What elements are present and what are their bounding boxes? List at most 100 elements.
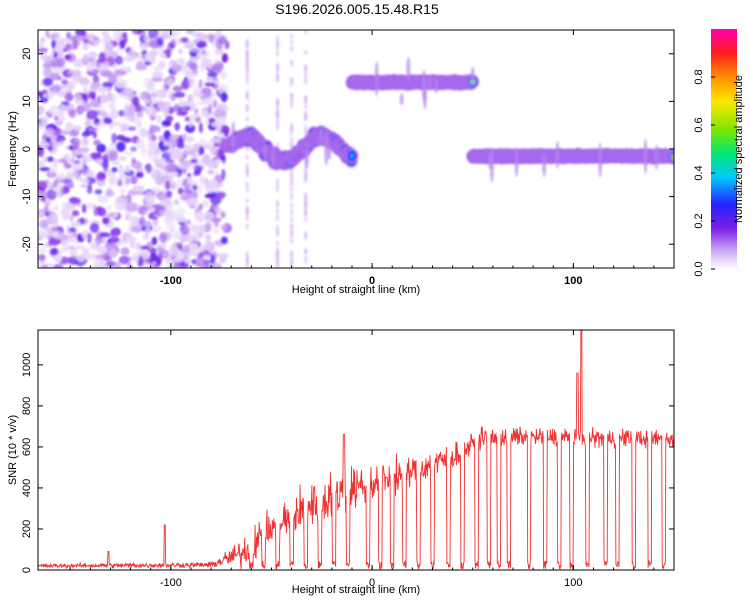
spectrogram-noise-blob bbox=[150, 134, 157, 142]
spectrogram-noise-blob bbox=[151, 187, 160, 193]
spectrogram-noise-blob bbox=[81, 153, 93, 164]
spectrogram-streak bbox=[304, 76, 308, 85]
spectrogram-noise-blob bbox=[135, 171, 144, 178]
spectrogram-noise-blob bbox=[144, 35, 150, 43]
spectrogram-streak bbox=[304, 124, 308, 133]
spectrogram-streak bbox=[304, 50, 308, 56]
spectrogram-noise-blob bbox=[76, 164, 84, 170]
spectrogram-noise-blob bbox=[204, 82, 216, 87]
spectrogram-noise-blob bbox=[217, 83, 229, 94]
spectrogram-smear bbox=[374, 61, 379, 97]
spectrogram-noise-blob bbox=[84, 121, 92, 127]
spectrogram-streak bbox=[245, 56, 249, 62]
spectrogram-noise-blob bbox=[165, 179, 171, 191]
spectrogram-noise-blob bbox=[39, 219, 49, 229]
spectrogram-smear bbox=[319, 127, 324, 147]
spectrogram-noise-blob bbox=[126, 235, 137, 243]
spectrogram-noise-blob bbox=[186, 177, 192, 185]
spectrogram-noise-blob bbox=[193, 234, 200, 245]
spectrogram-streak bbox=[245, 154, 249, 160]
spectrogram-streak bbox=[245, 103, 249, 111]
spectrogram-noise-blob bbox=[42, 263, 48, 268]
spectrogram-noise-blob bbox=[115, 55, 124, 65]
spectrogram-smear bbox=[262, 141, 267, 158]
spectrogram-noise-blob bbox=[81, 203, 87, 214]
spectrogram-noise-blob bbox=[189, 62, 198, 71]
spectrogram-noise-blob bbox=[166, 214, 173, 223]
spectrogram-noise-blob bbox=[74, 149, 79, 156]
spectrogram-noise-blob bbox=[130, 225, 140, 233]
spectrogram-noise-blob bbox=[130, 146, 137, 152]
spectrogram-noise-blob bbox=[192, 91, 205, 99]
spectrogram-noise-blob bbox=[93, 205, 99, 217]
spectrogram-noise-blob bbox=[100, 69, 113, 78]
spectrogram-noise-blob bbox=[40, 50, 47, 61]
spectrogram-streak bbox=[275, 124, 280, 131]
spectrogram-noise-blob bbox=[176, 142, 185, 149]
spectrogram-noise-blob bbox=[125, 211, 131, 218]
spectrogram-noise-blob bbox=[54, 205, 59, 211]
snr-ytick-label: 1000 bbox=[21, 353, 33, 377]
spectrogram-marks bbox=[38, 30, 674, 268]
spectrogram-ytick-label: -20 bbox=[21, 236, 33, 252]
spectrogram-noise-blob bbox=[136, 110, 144, 118]
spectrogram-noise-blob bbox=[198, 246, 204, 253]
spectrogram-noise-blob bbox=[82, 169, 94, 178]
spectrogram-noise-blob bbox=[124, 151, 133, 156]
spectrogram-noise-blob bbox=[157, 37, 164, 46]
spectrogram-streak bbox=[275, 208, 280, 215]
spectrogram-noise-blob bbox=[184, 123, 196, 133]
spectrogram-noise-blob bbox=[198, 122, 203, 134]
snr-xlabel: Height of straight line (km) bbox=[292, 584, 420, 596]
spectrogram-smear bbox=[422, 69, 426, 103]
spectrogram-smear bbox=[304, 142, 309, 169]
spectrogram-noise-blob bbox=[88, 57, 95, 62]
spectrogram-noise-blob bbox=[86, 109, 98, 120]
spectrogram-noise-blob bbox=[175, 229, 182, 238]
spectrogram-streak bbox=[290, 252, 294, 261]
spectrogram-noise-blob bbox=[47, 33, 58, 40]
spectrogram-noise-blob bbox=[118, 164, 125, 176]
spectrogram-noise-blob bbox=[182, 162, 189, 170]
spectrogram-noise-blob bbox=[61, 201, 71, 212]
spectrogram-noise-blob bbox=[79, 77, 90, 86]
spectrogram-streak bbox=[245, 262, 249, 268]
spectrogram-noise-blob bbox=[51, 48, 56, 57]
spectrogram-noise-blob bbox=[162, 30, 175, 39]
spectrogram-noise-blob bbox=[109, 50, 119, 59]
spectrogram-noise-blob bbox=[127, 126, 137, 131]
spectrogram-smear bbox=[654, 144, 659, 170]
spectrogram-noise-blob bbox=[96, 239, 101, 246]
spectrogram-noise-blob bbox=[161, 120, 172, 127]
spectrogram-noise-blob bbox=[66, 31, 71, 39]
spectrogram-noise-blob bbox=[190, 250, 200, 257]
spectrogram-noise-blob bbox=[196, 224, 206, 234]
spectrogram-xtick-label: -100 bbox=[160, 275, 182, 287]
colorbar-tick-label: 0.4 bbox=[693, 165, 705, 180]
spectrogram-noise-blob bbox=[174, 256, 184, 263]
spectrogram-noise-blob bbox=[91, 81, 101, 89]
spectrogram-ylabel: Frequency (Hz) bbox=[7, 111, 19, 187]
spectrogram-noise-blob bbox=[125, 165, 130, 173]
spectrogram-noise-blob bbox=[99, 232, 111, 238]
spectrogram-noise-blob bbox=[185, 233, 196, 244]
spectrogram-noise-blob bbox=[172, 85, 183, 92]
spectrogram-noise-blob bbox=[82, 30, 87, 37]
spectrogram-noise-blob bbox=[72, 125, 82, 131]
spectrogram-streak bbox=[245, 76, 249, 85]
spectrogram-noise-blob bbox=[220, 236, 228, 245]
spectrogram-noise-blob bbox=[96, 173, 102, 181]
spectrogram-noise-blob bbox=[64, 123, 73, 132]
spectrogram-noise-blob bbox=[165, 223, 177, 230]
spectrogram-noise-blob bbox=[131, 96, 140, 106]
spectrogram-noise-blob bbox=[132, 52, 145, 61]
spectrogram-noise-blob bbox=[73, 60, 84, 68]
colorbar: 0.0 0.2 0.4 0.6 0.8 Normalized spectral ampl… bbox=[693, 29, 745, 277]
spectrogram-streak bbox=[275, 119, 280, 127]
spectrogram-noise-blob bbox=[218, 36, 226, 45]
spectrogram-noise-blob bbox=[169, 245, 178, 256]
spectrogram-noise-blob bbox=[124, 95, 130, 101]
spectrogram-noise-blob bbox=[143, 210, 149, 216]
spectrogram-noise-blob bbox=[205, 221, 212, 232]
spectrogram-noise-blob bbox=[69, 215, 75, 222]
